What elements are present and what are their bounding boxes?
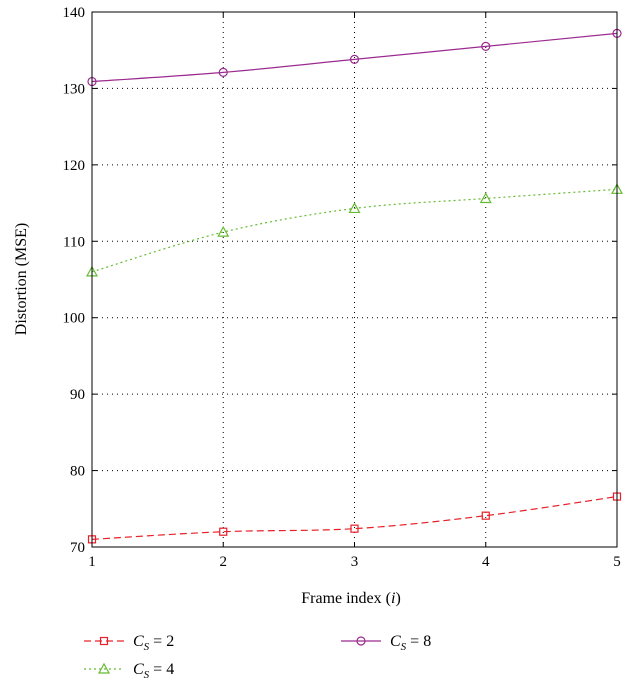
legend-label: CS = 4: [133, 661, 174, 681]
y-tick-label: 90: [70, 387, 85, 403]
legend-label: CS = 8: [390, 633, 431, 653]
series-layer: [85, 28, 624, 544]
legend-marker: [356, 636, 366, 646]
y-tick-label: 70: [70, 540, 85, 556]
legend-item: CS = 8: [341, 633, 431, 653]
x-tick-label: 5: [613, 554, 621, 570]
data-point: [481, 511, 490, 520]
x-axis-label-text: Frame index (: [301, 590, 391, 607]
x-tick-label: 2: [220, 554, 228, 570]
legend-marker: [99, 636, 109, 646]
y-tick-label: 80: [70, 464, 85, 480]
data-point: [217, 225, 230, 237]
data-point: [348, 202, 361, 214]
x-axis-label: Frame index (i): [301, 590, 401, 607]
y-tick-label: 100: [63, 311, 86, 327]
axis-ticks: 1 2 3 4 5 70 80 90 100 110 120 130 140: [63, 5, 621, 570]
y-tick-label: 120: [63, 158, 86, 174]
x-axis-label-var: i: [391, 590, 395, 607]
data-point: [349, 54, 360, 64]
series-line: [91, 188, 618, 273]
legend-item: CS = 4: [84, 661, 174, 681]
data-point: [218, 67, 228, 77]
legend-marker: [97, 662, 111, 674]
y-tick-label: 130: [63, 81, 86, 97]
data-point: [219, 527, 228, 536]
series-line: [91, 32, 618, 83]
y-tick-label: 110: [63, 234, 85, 250]
y-tick-label: 140: [63, 5, 86, 21]
legend-label: CS = 2: [133, 633, 174, 653]
data-point: [350, 524, 359, 533]
series-2: [85, 183, 624, 277]
grid-lines: [92, 12, 617, 547]
legend-item: CS = 2: [84, 633, 174, 653]
legend: CS = 2 CS = 4 CS = 8: [84, 633, 431, 681]
x-tick-label: 4: [482, 554, 490, 570]
data-point: [481, 41, 491, 51]
y-axis-label: Distortion (MSE): [13, 223, 30, 335]
x-axis-label-end: ): [395, 590, 400, 607]
x-tick-label: 3: [351, 554, 359, 570]
data-point: [479, 192, 492, 204]
x-tick-label: 1: [88, 554, 96, 570]
